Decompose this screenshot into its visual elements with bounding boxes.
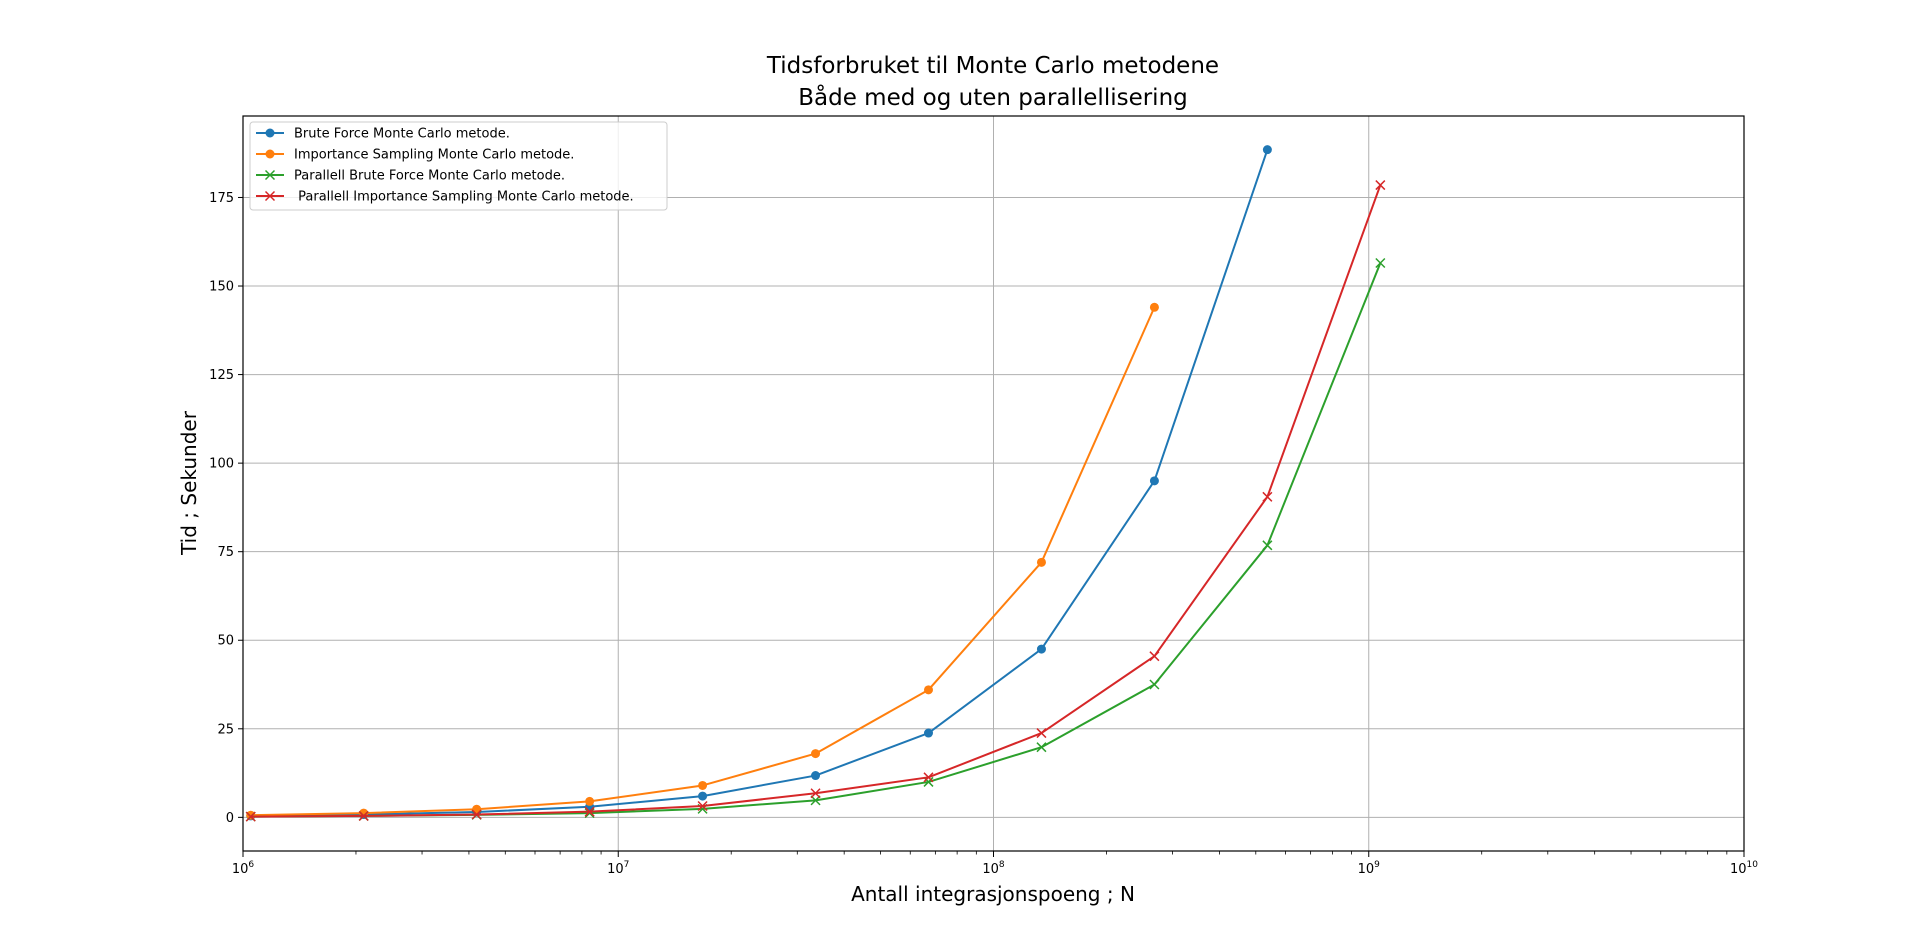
chart-title-line2: Både med og uten parallellisering (798, 83, 1188, 111)
data-point (1262, 145, 1272, 155)
y-tick-label: 125 (209, 368, 234, 383)
data-point (923, 776, 934, 787)
series-line (250, 149, 1269, 817)
data-point (1149, 679, 1160, 690)
data-point (697, 800, 708, 812)
chart-title-line1: Tidsforbruket til Monte Carlo metodene (766, 53, 1219, 79)
data-point (810, 788, 821, 799)
y-tick-label: 175 (209, 191, 234, 206)
y-tick-label: 75 (217, 545, 234, 560)
data-point (1036, 742, 1047, 753)
data-point (245, 811, 256, 822)
data-point (1262, 540, 1273, 551)
data-point (698, 791, 708, 801)
data-point (1036, 644, 1046, 654)
data-point (923, 728, 933, 738)
legend-marker (265, 128, 275, 138)
data-point (585, 796, 595, 806)
legend-box (249, 121, 668, 211)
data-point (584, 808, 595, 819)
data-point (1149, 476, 1159, 486)
data-point (1262, 491, 1273, 502)
data-point (1036, 728, 1047, 739)
data-point (811, 749, 821, 759)
data-point (1375, 180, 1386, 191)
y-tick-label: 25 (217, 722, 234, 737)
data-point (698, 780, 708, 790)
y-tick-label: 150 (209, 280, 234, 295)
data-point (923, 772, 934, 783)
data-point (1149, 651, 1160, 662)
data-point (810, 795, 821, 806)
data-point (1149, 302, 1159, 312)
series-group (245, 145, 1386, 822)
x-axis-label: Antall integrasjonspoeng ; N (851, 882, 1135, 906)
legend-marker (265, 149, 275, 159)
legend-label: Importance Sampling Monte Carlo metode. (294, 148, 574, 163)
data-point (1036, 557, 1046, 567)
legend-marker (264, 190, 276, 202)
data-point (584, 806, 595, 817)
legend: Brute Force Monte Carlo metode. Importanc… (249, 121, 668, 211)
y-tick-label: 100 (209, 457, 234, 472)
legend-label: Parallell Brute Force Monte Carlo metode… (294, 169, 565, 184)
data-point (811, 771, 821, 781)
legend-label: Brute Force Monte Carlo metode. (294, 127, 510, 142)
y-axis-label: Tid ; Sekunder (177, 410, 201, 556)
data-point (358, 810, 369, 821)
y-axis: 0 25 50 75 100 125 150 175 (209, 191, 243, 826)
y-tick-label: 50 (217, 634, 234, 649)
data-point (923, 685, 933, 695)
legend-label: Parallell Importance Sampling Monte Carl… (294, 190, 634, 205)
series-4 (245, 180, 1386, 822)
data-point (246, 810, 256, 820)
legend-marker (264, 169, 276, 181)
data-point (471, 809, 482, 820)
y-tick-label: 0 (226, 811, 234, 826)
data-point (1375, 257, 1386, 269)
